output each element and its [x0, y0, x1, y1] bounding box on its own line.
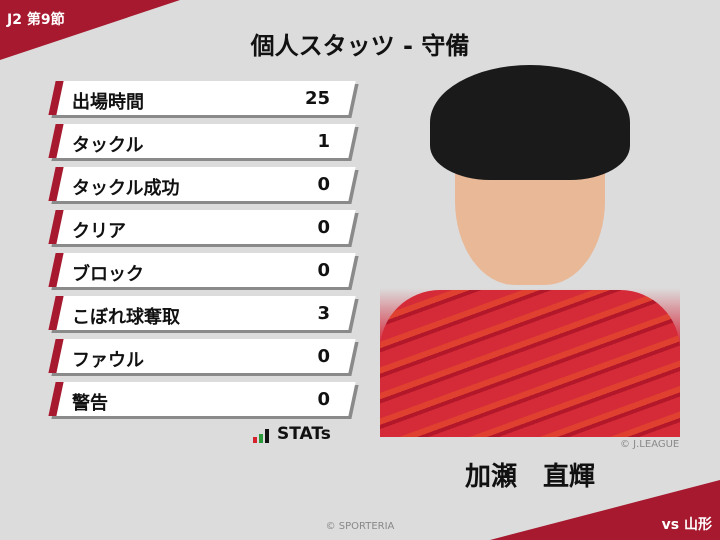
- opponent-label: vs 山形: [661, 517, 712, 533]
- stat-row: タックル 1: [48, 124, 359, 161]
- hair: [430, 65, 630, 180]
- page-title: 個人スタッツ - 守備: [250, 32, 470, 60]
- stat-label: 警告: [72, 393, 108, 414]
- photo-credit: © J.LEAGUE: [620, 439, 680, 450]
- stat-value: 0: [317, 346, 330, 367]
- stat-label: 出場時間: [72, 92, 144, 113]
- footer-credit: © SPORTERIA: [325, 521, 395, 532]
- stat-row: 出場時間 25: [48, 81, 359, 118]
- logo-bar-icon: [253, 437, 257, 443]
- stat-row: 警告 0: [48, 382, 359, 419]
- stat-label: ファウル: [72, 350, 144, 371]
- logo-bar-icon: [265, 429, 269, 443]
- stat-label: ブロック: [72, 264, 144, 285]
- stat-row: ブロック 0: [48, 253, 359, 290]
- stat-label: こぼれ球奪取: [72, 307, 180, 328]
- stat-value: 0: [317, 217, 330, 238]
- stat-row: クリア 0: [48, 210, 359, 247]
- stat-row: こぼれ球奪取 3: [48, 296, 359, 333]
- stat-value: 1: [317, 131, 330, 152]
- stat-row: ファウル 0: [48, 339, 359, 376]
- stat-label: タックル: [72, 135, 144, 156]
- round-label: J2 第9節: [7, 12, 65, 28]
- stat-value: 0: [317, 260, 330, 281]
- stat-value: 25: [304, 88, 330, 109]
- shirt: [380, 290, 680, 437]
- stat-value: 0: [317, 389, 330, 410]
- stat-row: タックル成功 0: [48, 167, 359, 204]
- player-photo: [380, 65, 680, 437]
- player-name: 加瀬 直輝: [464, 462, 595, 492]
- stats-logo: STATs: [253, 426, 331, 443]
- stat-value: 0: [317, 174, 330, 195]
- stat-label: タックル成功: [72, 178, 180, 199]
- logo-text: STATs: [277, 424, 331, 444]
- stat-value: 3: [317, 303, 330, 324]
- logo-bar-icon: [259, 434, 263, 443]
- stat-label: クリア: [72, 221, 126, 242]
